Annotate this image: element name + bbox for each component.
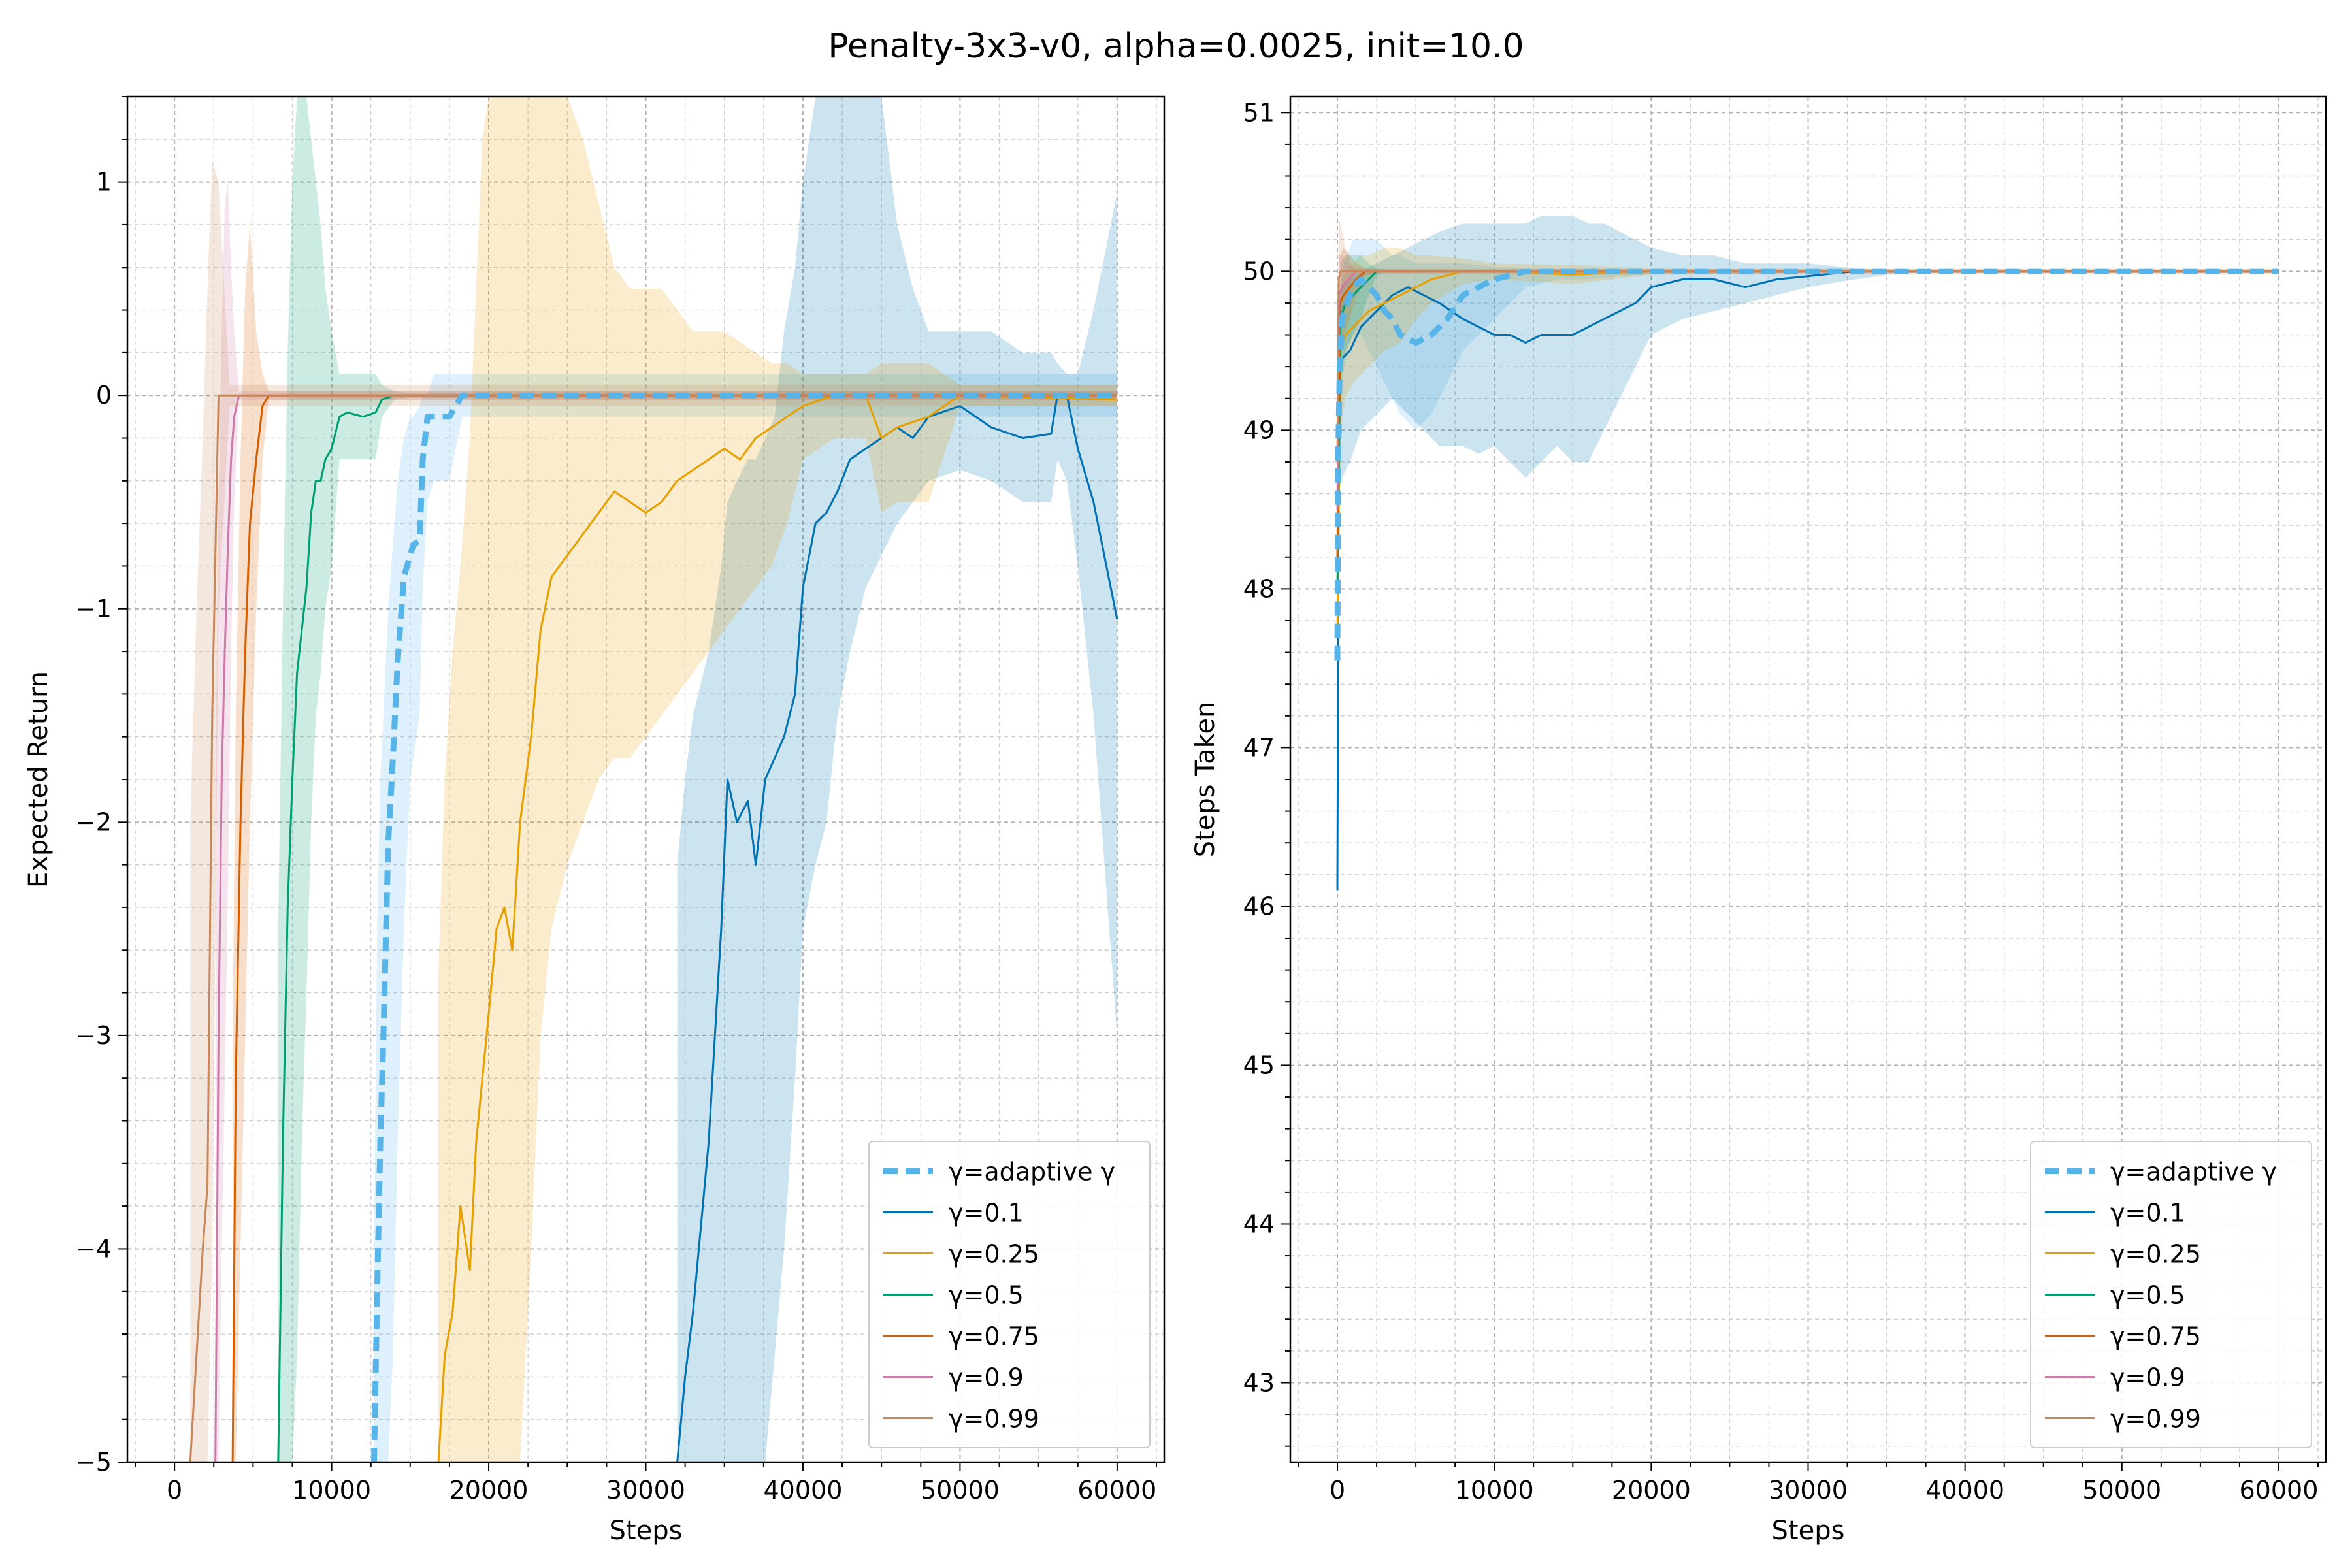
x-tick-label: 50000 — [2082, 1476, 2161, 1505]
y-tick-label: 0 — [96, 381, 112, 410]
y-tick-label: 45 — [1243, 1051, 1275, 1079]
series-line-g0_99 — [189, 394, 1117, 1462]
legend-box — [2030, 1141, 2312, 1448]
band-g0_25 — [438, 97, 1117, 1462]
y-tick-label: 47 — [1243, 733, 1275, 762]
y-tick-label: −4 — [75, 1234, 112, 1263]
x-tick-label: 10000 — [292, 1476, 371, 1505]
right-chart-steps-taken: 0 10000 20000 30000 40000 50000 60000434445464… — [1190, 95, 2327, 1546]
left-confidence-bands — [190, 97, 1117, 1462]
y-tick-label: 50 — [1243, 257, 1275, 286]
left-x-axis-label: Steps — [610, 1516, 683, 1546]
band-g0_1 — [1337, 216, 2279, 891]
right-x-ticks: 0 10000 20000 30000 40000 50000 60000 — [1298, 1462, 2319, 1505]
legend-box — [868, 1141, 1151, 1448]
x-tick-label: 0 — [167, 1476, 182, 1505]
y-tick-label: −3 — [75, 1021, 112, 1050]
left-chart-expected-return: 0 10000 20000 30000 40000 50000 60000 1 0 −1 −2 −3 −… — [24, 95, 1166, 1546]
band-adaptive — [1337, 239, 2279, 685]
y-tick-label: 51 — [1243, 98, 1275, 127]
x-tick-label: 20000 — [1612, 1476, 1691, 1505]
y-tick-label: −5 — [75, 1448, 112, 1477]
y-tick-label: −1 — [75, 595, 112, 623]
x-tick-label: 60000 — [1077, 1476, 1156, 1505]
band-g0_1 — [677, 97, 1117, 1462]
legend-label: γ=0.75 — [2110, 1322, 2201, 1351]
legend-label: γ=0.1 — [949, 1199, 1024, 1228]
x-tick-label: 60000 — [2240, 1476, 2319, 1505]
y-tick-label: 44 — [1243, 1209, 1275, 1238]
legend-label: γ=0.9 — [949, 1364, 1024, 1392]
series-line-g0_1 — [1336, 270, 2279, 891]
y-tick-label: 49 — [1243, 416, 1275, 444]
series-line-g0_5 — [277, 394, 1117, 1462]
left-y-axis-label: Expected Return — [24, 671, 54, 888]
right-legend: γ=adaptive γ γ=0.1 γ=0.25 γ=0.5 γ=0.75 γ=0.9 γ… — [2030, 1141, 2312, 1448]
y-tick-label: 1 — [96, 168, 112, 197]
series-line-g0_99 — [1336, 270, 2279, 463]
right-y-ticks: 43 44 45 46 47 48 49 50 51 — [1243, 98, 1290, 1447]
series-line-g0_1 — [676, 394, 1119, 1462]
legend-label: γ=adaptive γ — [949, 1158, 1115, 1186]
x-tick-label: 10000 — [1455, 1476, 1534, 1505]
legend-label: γ=0.25 — [2110, 1240, 2201, 1269]
right-series-lines — [1334, 268, 2279, 891]
legend-label: γ=adaptive γ — [2110, 1158, 2277, 1186]
legend-label: γ=0.5 — [2110, 1281, 2185, 1310]
y-tick-label: −2 — [75, 808, 112, 836]
x-tick-label: 50000 — [921, 1476, 1000, 1505]
legend-label: γ=0.75 — [949, 1322, 1039, 1351]
legend-label: γ=0.99 — [2110, 1405, 2201, 1433]
x-tick-label: 20000 — [449, 1476, 529, 1505]
legend-label: γ=0.5 — [949, 1281, 1024, 1310]
y-tick-label: 43 — [1243, 1368, 1275, 1397]
legend-label: γ=0.9 — [2110, 1364, 2185, 1392]
left-series-lines — [189, 392, 1119, 1462]
series-line-g0_75 — [231, 394, 1117, 1462]
x-tick-label: 0 — [1330, 1476, 1345, 1505]
band-g0_25 — [1337, 247, 2279, 668]
x-tick-label: 40000 — [1925, 1476, 2004, 1505]
right-y-axis-label: Steps Taken — [1190, 702, 1220, 858]
x-tick-label: 40000 — [764, 1476, 843, 1505]
left-legend: γ=adaptive γ γ=0.1 γ=0.25 γ=0.5 γ=0.75 γ=0.9 γ… — [868, 1141, 1151, 1448]
y-tick-label: 48 — [1243, 574, 1275, 603]
x-tick-label: 30000 — [606, 1476, 685, 1505]
right-x-axis-label: Steps — [1772, 1516, 1845, 1546]
legend-label: γ=0.99 — [949, 1405, 1039, 1433]
left-x-ticks: 0 10000 20000 30000 40000 50000 60000 — [135, 1462, 1157, 1505]
x-tick-label: 30000 — [1769, 1476, 1848, 1505]
legend-label: γ=0.1 — [2110, 1199, 2185, 1228]
figure-title: Penalty-3x3-v0, alpha=0.0025, init=10.0 — [828, 27, 1524, 66]
legend-label: γ=0.25 — [949, 1240, 1039, 1269]
left-y-ticks: 1 0 −1 −2 −3 −4 −5 — [75, 96, 127, 1477]
series-line-adaptive — [1334, 268, 2279, 661]
y-tick-label: 46 — [1243, 892, 1275, 921]
series-line-g0_25 — [437, 394, 1117, 1462]
series-line-g0_9 — [214, 394, 1117, 1462]
series-line-adaptive — [371, 392, 1117, 1462]
